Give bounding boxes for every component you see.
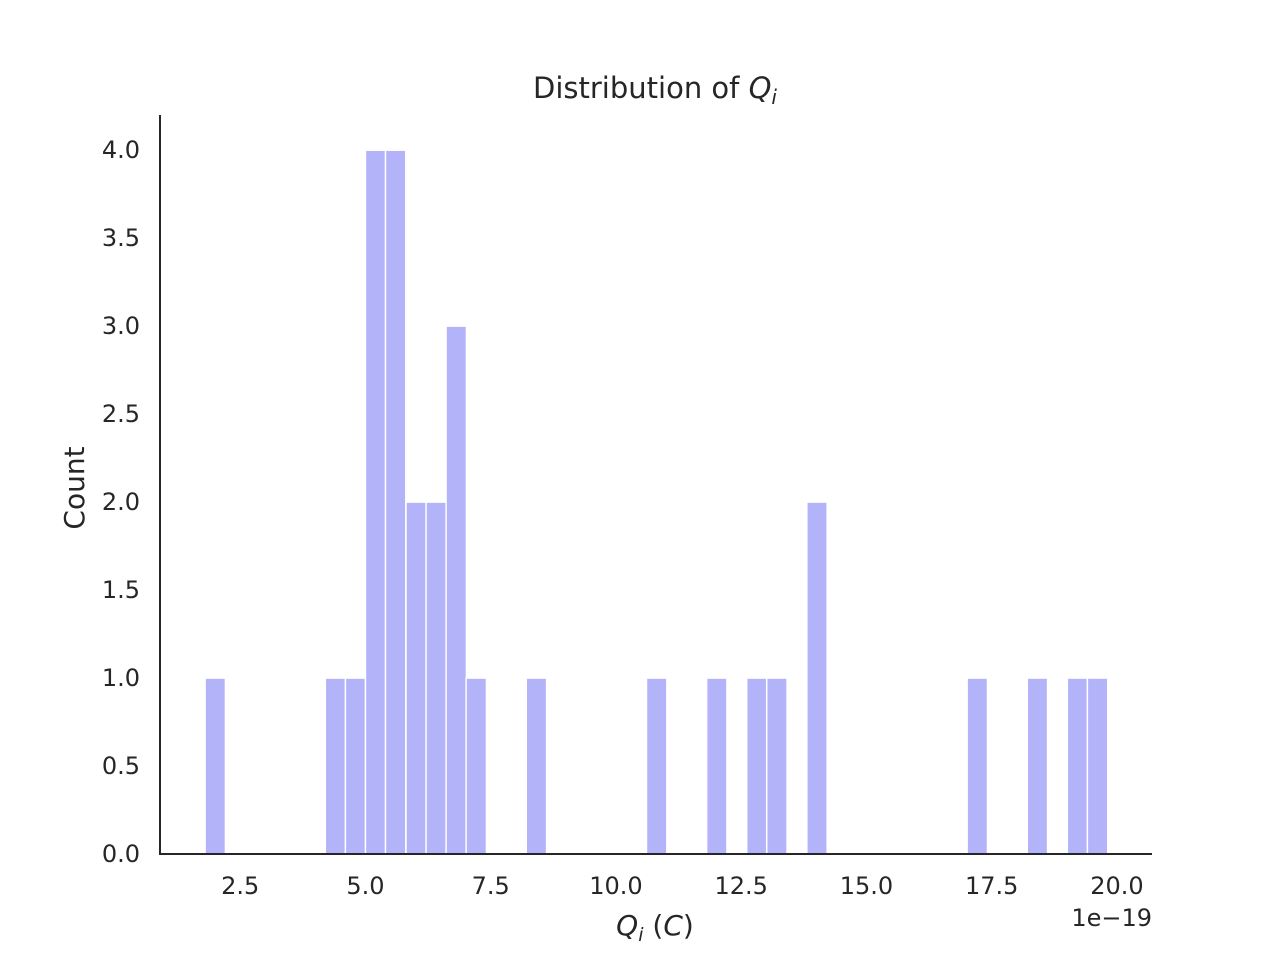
- y-tick-label: 1.5: [102, 576, 140, 604]
- histogram-bar: [705, 677, 728, 855]
- x-tick-label: 2.5: [221, 872, 259, 900]
- histogram-bar: [344, 677, 367, 855]
- chart-title-text: Distribution of: [533, 71, 749, 105]
- histogram-bar: [645, 677, 668, 855]
- y-tick-label: 2.5: [102, 400, 140, 428]
- chart-title-math: Q: [749, 71, 772, 105]
- histogram-bar: [324, 677, 347, 855]
- x-axis-label-paren-open: (: [644, 909, 664, 942]
- x-axis-label: Qi (C): [616, 909, 694, 946]
- histogram-bar: [445, 325, 468, 855]
- y-tick-label: 3.0: [102, 312, 140, 340]
- histogram-bar: [425, 501, 448, 855]
- histogram-bar: [384, 149, 407, 855]
- y-tick-label: 1.0: [102, 664, 140, 692]
- histogram-bar: [765, 677, 788, 855]
- x-axis-ticks: 2.5 5.0 7.5 10.0 12.5 15.0 17.5 20.0: [221, 872, 1144, 900]
- x-tick-label: 7.5: [472, 872, 510, 900]
- x-tick-label: 5.0: [346, 872, 384, 900]
- histogram-bar: [745, 677, 768, 855]
- x-tick-label: 17.5: [965, 872, 1018, 900]
- y-tick-label: 0.5: [102, 752, 140, 780]
- y-tick-label: 3.5: [102, 224, 140, 252]
- histogram-bar: [465, 677, 488, 855]
- x-axis-label-paren-close: ): [683, 909, 694, 942]
- histogram-bar: [806, 501, 828, 855]
- x-axis-offset-text: 1e−19: [1071, 904, 1152, 932]
- y-tick-label: 4.0: [102, 136, 140, 164]
- bars-group: [204, 149, 1109, 855]
- histogram-bar: [1026, 677, 1049, 855]
- histogram-bar: [405, 501, 428, 855]
- x-tick-label: 20.0: [1090, 872, 1143, 900]
- x-tick-label: 15.0: [840, 872, 893, 900]
- x-axis-label-subscript: i: [638, 924, 644, 946]
- histogram-bar: [1086, 677, 1109, 855]
- histogram-bar: [525, 677, 548, 855]
- histogram-bar: [966, 677, 989, 855]
- histogram-bar: [204, 677, 227, 855]
- y-tick-label: 2.0: [102, 488, 140, 516]
- y-tick-label: 0.0: [102, 840, 140, 868]
- y-axis-label: Count: [58, 446, 91, 529]
- chart-title-subscript: i: [771, 85, 777, 109]
- x-tick-label: 12.5: [714, 872, 767, 900]
- x-axis-label-unit: C: [663, 909, 683, 942]
- x-axis-label-math: Q: [616, 909, 638, 942]
- histogram-bar: [1066, 677, 1089, 855]
- x-tick-label: 10.0: [589, 872, 642, 900]
- chart-title: Distribution of Qi: [533, 71, 777, 109]
- y-axis-ticks: 0.0 0.5 1.0 1.5 2.0 2.5 3.0 3.5 4.0: [102, 136, 140, 868]
- histogram-bar: [364, 149, 387, 855]
